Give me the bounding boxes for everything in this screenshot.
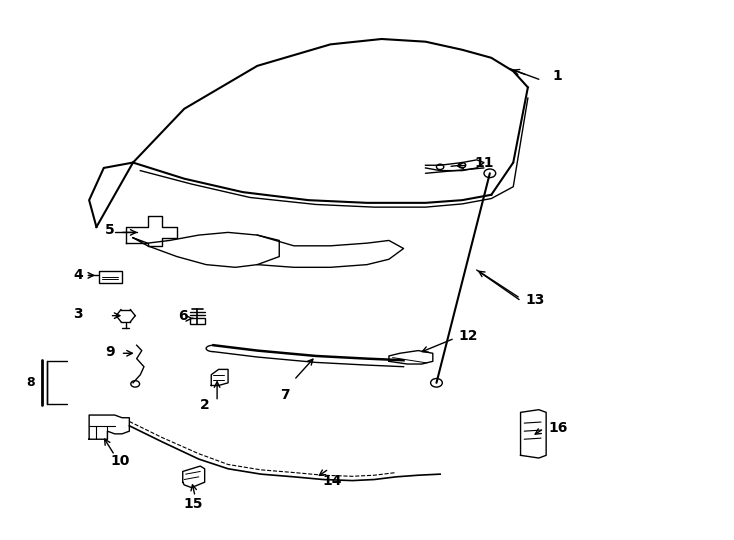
Text: 10: 10 <box>110 454 129 468</box>
Text: 1: 1 <box>552 69 562 83</box>
Text: 8: 8 <box>26 376 35 389</box>
Text: 6: 6 <box>178 309 188 323</box>
Text: 7: 7 <box>280 388 290 402</box>
Text: 15: 15 <box>184 497 203 511</box>
Text: 9: 9 <box>105 345 115 359</box>
Text: 12: 12 <box>458 328 478 342</box>
Text: 2: 2 <box>200 399 209 413</box>
Text: 14: 14 <box>322 474 341 488</box>
Text: 16: 16 <box>549 422 568 435</box>
Text: 11: 11 <box>474 156 494 170</box>
Text: 13: 13 <box>526 293 545 307</box>
FancyBboxPatch shape <box>98 271 122 283</box>
FancyBboxPatch shape <box>190 318 205 324</box>
Text: 5: 5 <box>105 222 115 237</box>
Text: 4: 4 <box>73 268 83 282</box>
Text: 3: 3 <box>73 307 83 321</box>
